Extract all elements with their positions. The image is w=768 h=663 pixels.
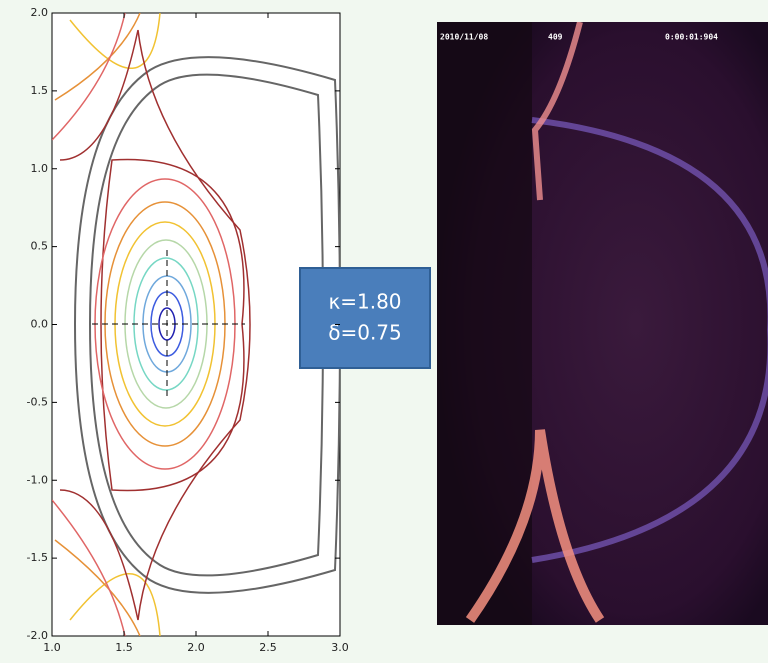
x-tick-label: 2.5 — [259, 641, 277, 654]
camera-date: 2010/11/08 — [440, 33, 488, 42]
y-tick-label: 0.5 — [31, 240, 49, 253]
y-tick-label: -1.5 — [27, 551, 48, 564]
y-tick-label: 0.0 — [31, 318, 49, 331]
kappa-label: κ=1.80 — [328, 290, 401, 314]
camera-time: 0:00:01:904 — [665, 33, 718, 42]
x-tick-label: 2.0 — [187, 641, 205, 654]
y-tick-label: -1.0 — [27, 473, 48, 486]
x-tick-label: 3.0 — [331, 641, 349, 654]
x-tick-label: 1.0 — [43, 641, 61, 654]
camera-frame: 409 — [548, 33, 563, 42]
annotation-box — [300, 268, 430, 368]
y-tick-label: -0.5 — [27, 395, 48, 408]
y-tick-label: -2.0 — [27, 629, 48, 642]
camera-image — [437, 22, 768, 625]
x-tick-label: 1.5 — [115, 641, 133, 654]
figure: 2010/11/08 409 0:00:01:904 κ=1.80 δ=0.75… — [0, 0, 768, 663]
y-tick-label: 1.5 — [31, 84, 49, 97]
y-tick-label: 2.0 — [31, 6, 49, 19]
y-tick-label: 1.0 — [31, 162, 49, 175]
